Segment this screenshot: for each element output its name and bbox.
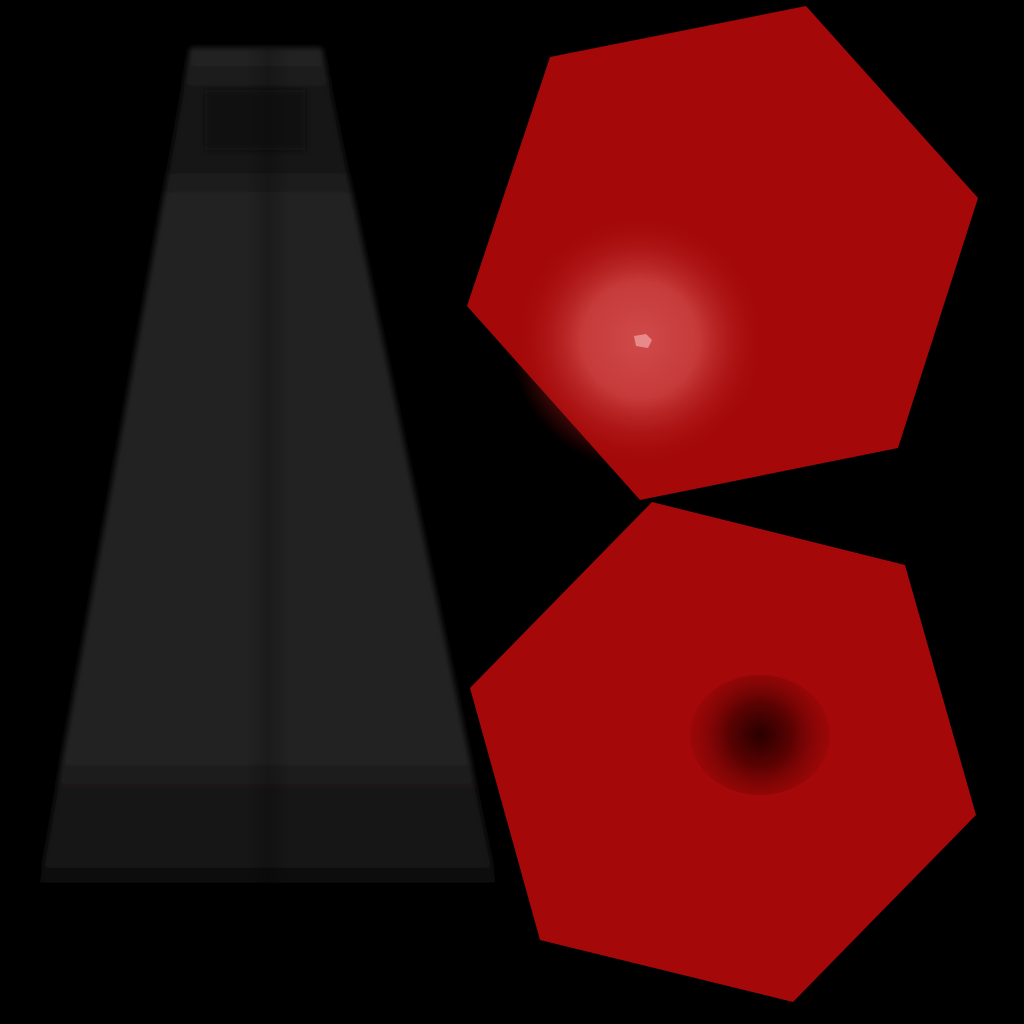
hexagon-top [467,6,978,500]
cape-panel-fold [38,48,498,892]
cape-collar-shade [205,90,305,150]
hexagon-bottom [470,502,976,1002]
cape-panel [38,48,498,892]
hexagon-bottom-shadow [690,675,830,795]
hexagon-top-spot [634,334,652,348]
